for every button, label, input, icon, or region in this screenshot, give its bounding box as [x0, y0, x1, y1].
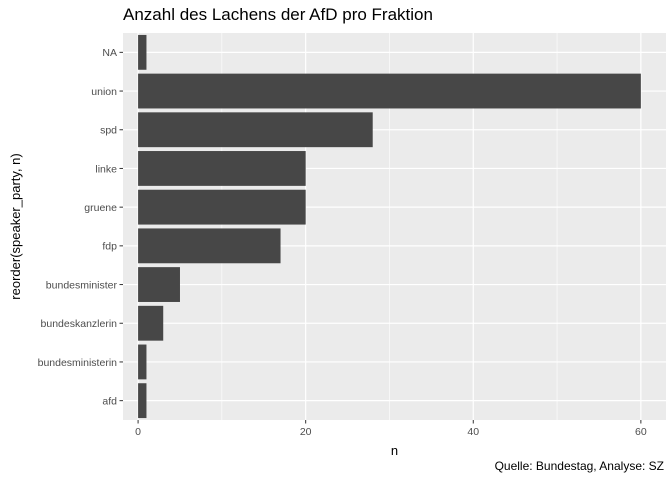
y-tick-label: bundesministerin [38, 357, 118, 369]
y-tick-label: spd [100, 125, 117, 137]
y-tick-label: fdp [102, 241, 117, 253]
chart-title: Anzahl des Lachens der AfD pro Fraktion [123, 5, 433, 24]
bar-union [138, 73, 641, 109]
y-tick-label: bundesminister [46, 279, 118, 291]
x-axis-title: n [391, 443, 398, 458]
bar-linke [138, 151, 306, 186]
bar-spd [138, 112, 373, 148]
bar-bundesminister [138, 267, 180, 302]
x-tick-label: 20 [300, 426, 312, 438]
bar-afd [138, 383, 147, 419]
x-axis: 0 20 40 60 [135, 420, 647, 438]
bar-na [138, 34, 147, 70]
y-tick-label: bundeskanzlerin [41, 318, 118, 330]
x-tick-label: 60 [635, 426, 647, 438]
y-axis-title: reorder(speaker_party, n) [8, 153, 23, 299]
bar-bundeskanzlerin [138, 305, 164, 341]
y-tick-label: linke [95, 163, 117, 175]
y-axis: NA union spd linke gruene fdp bundesminister bu… [38, 47, 123, 407]
y-tick-label: gruene [84, 202, 117, 214]
bar-fdp [138, 228, 281, 264]
bar-bundesministerin [138, 344, 147, 380]
bar-gruene [138, 189, 306, 225]
y-tick-label: NA [102, 47, 117, 59]
chart-caption: Quelle: Bundestag, Analyse: SZ [494, 459, 664, 473]
y-tick-label: union [91, 86, 117, 98]
bars [138, 34, 641, 419]
y-tick-label: afd [102, 395, 117, 407]
x-tick-label: 40 [467, 426, 479, 438]
x-tick-label: 0 [135, 426, 141, 438]
